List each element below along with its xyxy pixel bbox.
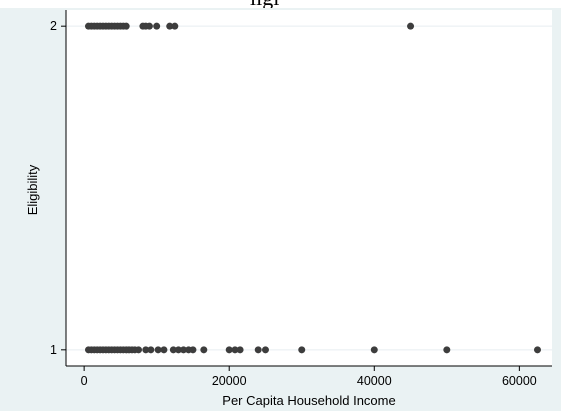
data-point xyxy=(443,346,450,353)
data-point xyxy=(189,346,196,353)
data-point xyxy=(237,346,244,353)
data-point xyxy=(171,23,178,30)
data-point xyxy=(160,346,167,353)
data-point xyxy=(123,23,130,30)
plot-area xyxy=(66,10,552,366)
data-point xyxy=(298,346,305,353)
y-tick-label: 2 xyxy=(50,19,57,33)
data-point xyxy=(255,346,262,353)
x-tick-label: 40000 xyxy=(357,374,392,388)
y-tick-label: 1 xyxy=(50,343,57,357)
data-point xyxy=(153,23,160,30)
x-tick-label: 60000 xyxy=(502,374,537,388)
data-point xyxy=(147,346,154,353)
y-axis-title: Eligibility xyxy=(25,164,40,215)
data-point xyxy=(407,23,414,30)
x-tick-label: 0 xyxy=(81,374,88,388)
x-axis-title: Per Capita Household Income xyxy=(222,393,395,408)
x-tick-label: 20000 xyxy=(212,374,247,388)
data-point xyxy=(262,346,269,353)
data-point xyxy=(371,346,378,353)
data-point xyxy=(146,23,153,30)
data-point xyxy=(135,346,142,353)
data-point xyxy=(534,346,541,353)
data-point xyxy=(200,346,207,353)
